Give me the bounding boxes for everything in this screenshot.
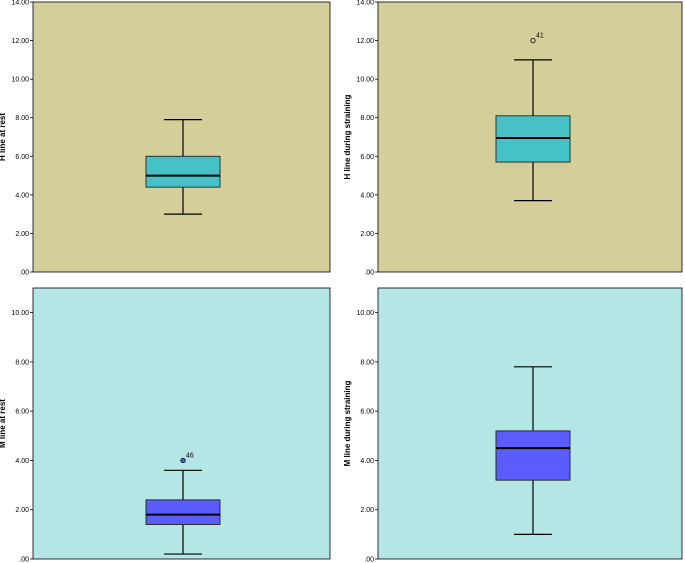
y-tick-label: 10.00 — [11, 310, 29, 317]
y-tick-label: 2.00 — [15, 231, 29, 238]
y-tick-label: .00 — [364, 270, 374, 277]
y-tick-label: 10.00 — [356, 77, 374, 84]
outlier-label: 41 — [536, 33, 544, 40]
y-tick-label: 8.00 — [360, 115, 374, 122]
y-tick-label: 8.00 — [15, 115, 29, 122]
y-axis-title: M line during straining — [343, 381, 352, 467]
y-tick-label: 12.00 — [356, 38, 374, 45]
y-tick-label: 6.00 — [360, 409, 374, 416]
y-tick-label: 14.00 — [11, 0, 29, 7]
plot-area — [32, 1, 331, 273]
y-tick-label: 4.00 — [15, 192, 29, 199]
y-tick-label: 8.00 — [360, 359, 374, 366]
y-tick-label: .00 — [19, 270, 29, 277]
iqr-box — [145, 499, 221, 525]
panel-m-straining: .00 2.00 4.00 6.00 8.00 10.00 M line during st… — [343, 287, 683, 563]
y-tick-label: .00 — [364, 557, 374, 563]
y-axis-title: H line at rest — [0, 113, 7, 161]
y-tick-label: 2.00 — [360, 231, 374, 238]
outlier-label: 46 — [186, 452, 194, 459]
plot-area — [377, 287, 683, 560]
outlier-point — [180, 457, 186, 464]
y-tick-label: 8.00 — [15, 359, 29, 366]
y-tick-label: 6.00 — [15, 154, 29, 161]
panel-m-rest: .00 2.00 4.00 6.00 8.00 10.00 M line at rest 46 — [0, 287, 331, 563]
y-axis-title: M line at rest — [0, 399, 7, 448]
y-tick-label: 4.00 — [15, 458, 29, 465]
y-tick-label: 6.00 — [360, 154, 374, 161]
y-tick-label: 10.00 — [11, 77, 29, 84]
outlier-point — [530, 37, 536, 44]
y-axis-title: H line during straining — [343, 94, 352, 179]
y-tick-label: 14.00 — [356, 0, 374, 7]
panel-h-rest: .00 2.00 4.00 6.00 8.00 10.00 12.00 14.00 H line… — [0, 0, 331, 277]
y-tick-label: 4.00 — [360, 192, 374, 199]
y-tick-label: 6.00 — [15, 409, 29, 416]
panel-h-straining: .00 2.00 4.00 6.00 8.00 10.00 12.00 14.00 H line… — [343, 0, 683, 277]
y-tick-label: 10.00 — [356, 310, 374, 317]
iqr-box — [145, 155, 221, 188]
y-tick-label: 12.00 — [11, 38, 29, 45]
y-tick-label: 2.00 — [360, 507, 374, 514]
iqr-box — [495, 430, 571, 481]
y-tick-label: .00 — [19, 557, 29, 563]
y-tick-label: 4.00 — [360, 458, 374, 465]
y-tick-label: 2.00 — [15, 507, 29, 514]
